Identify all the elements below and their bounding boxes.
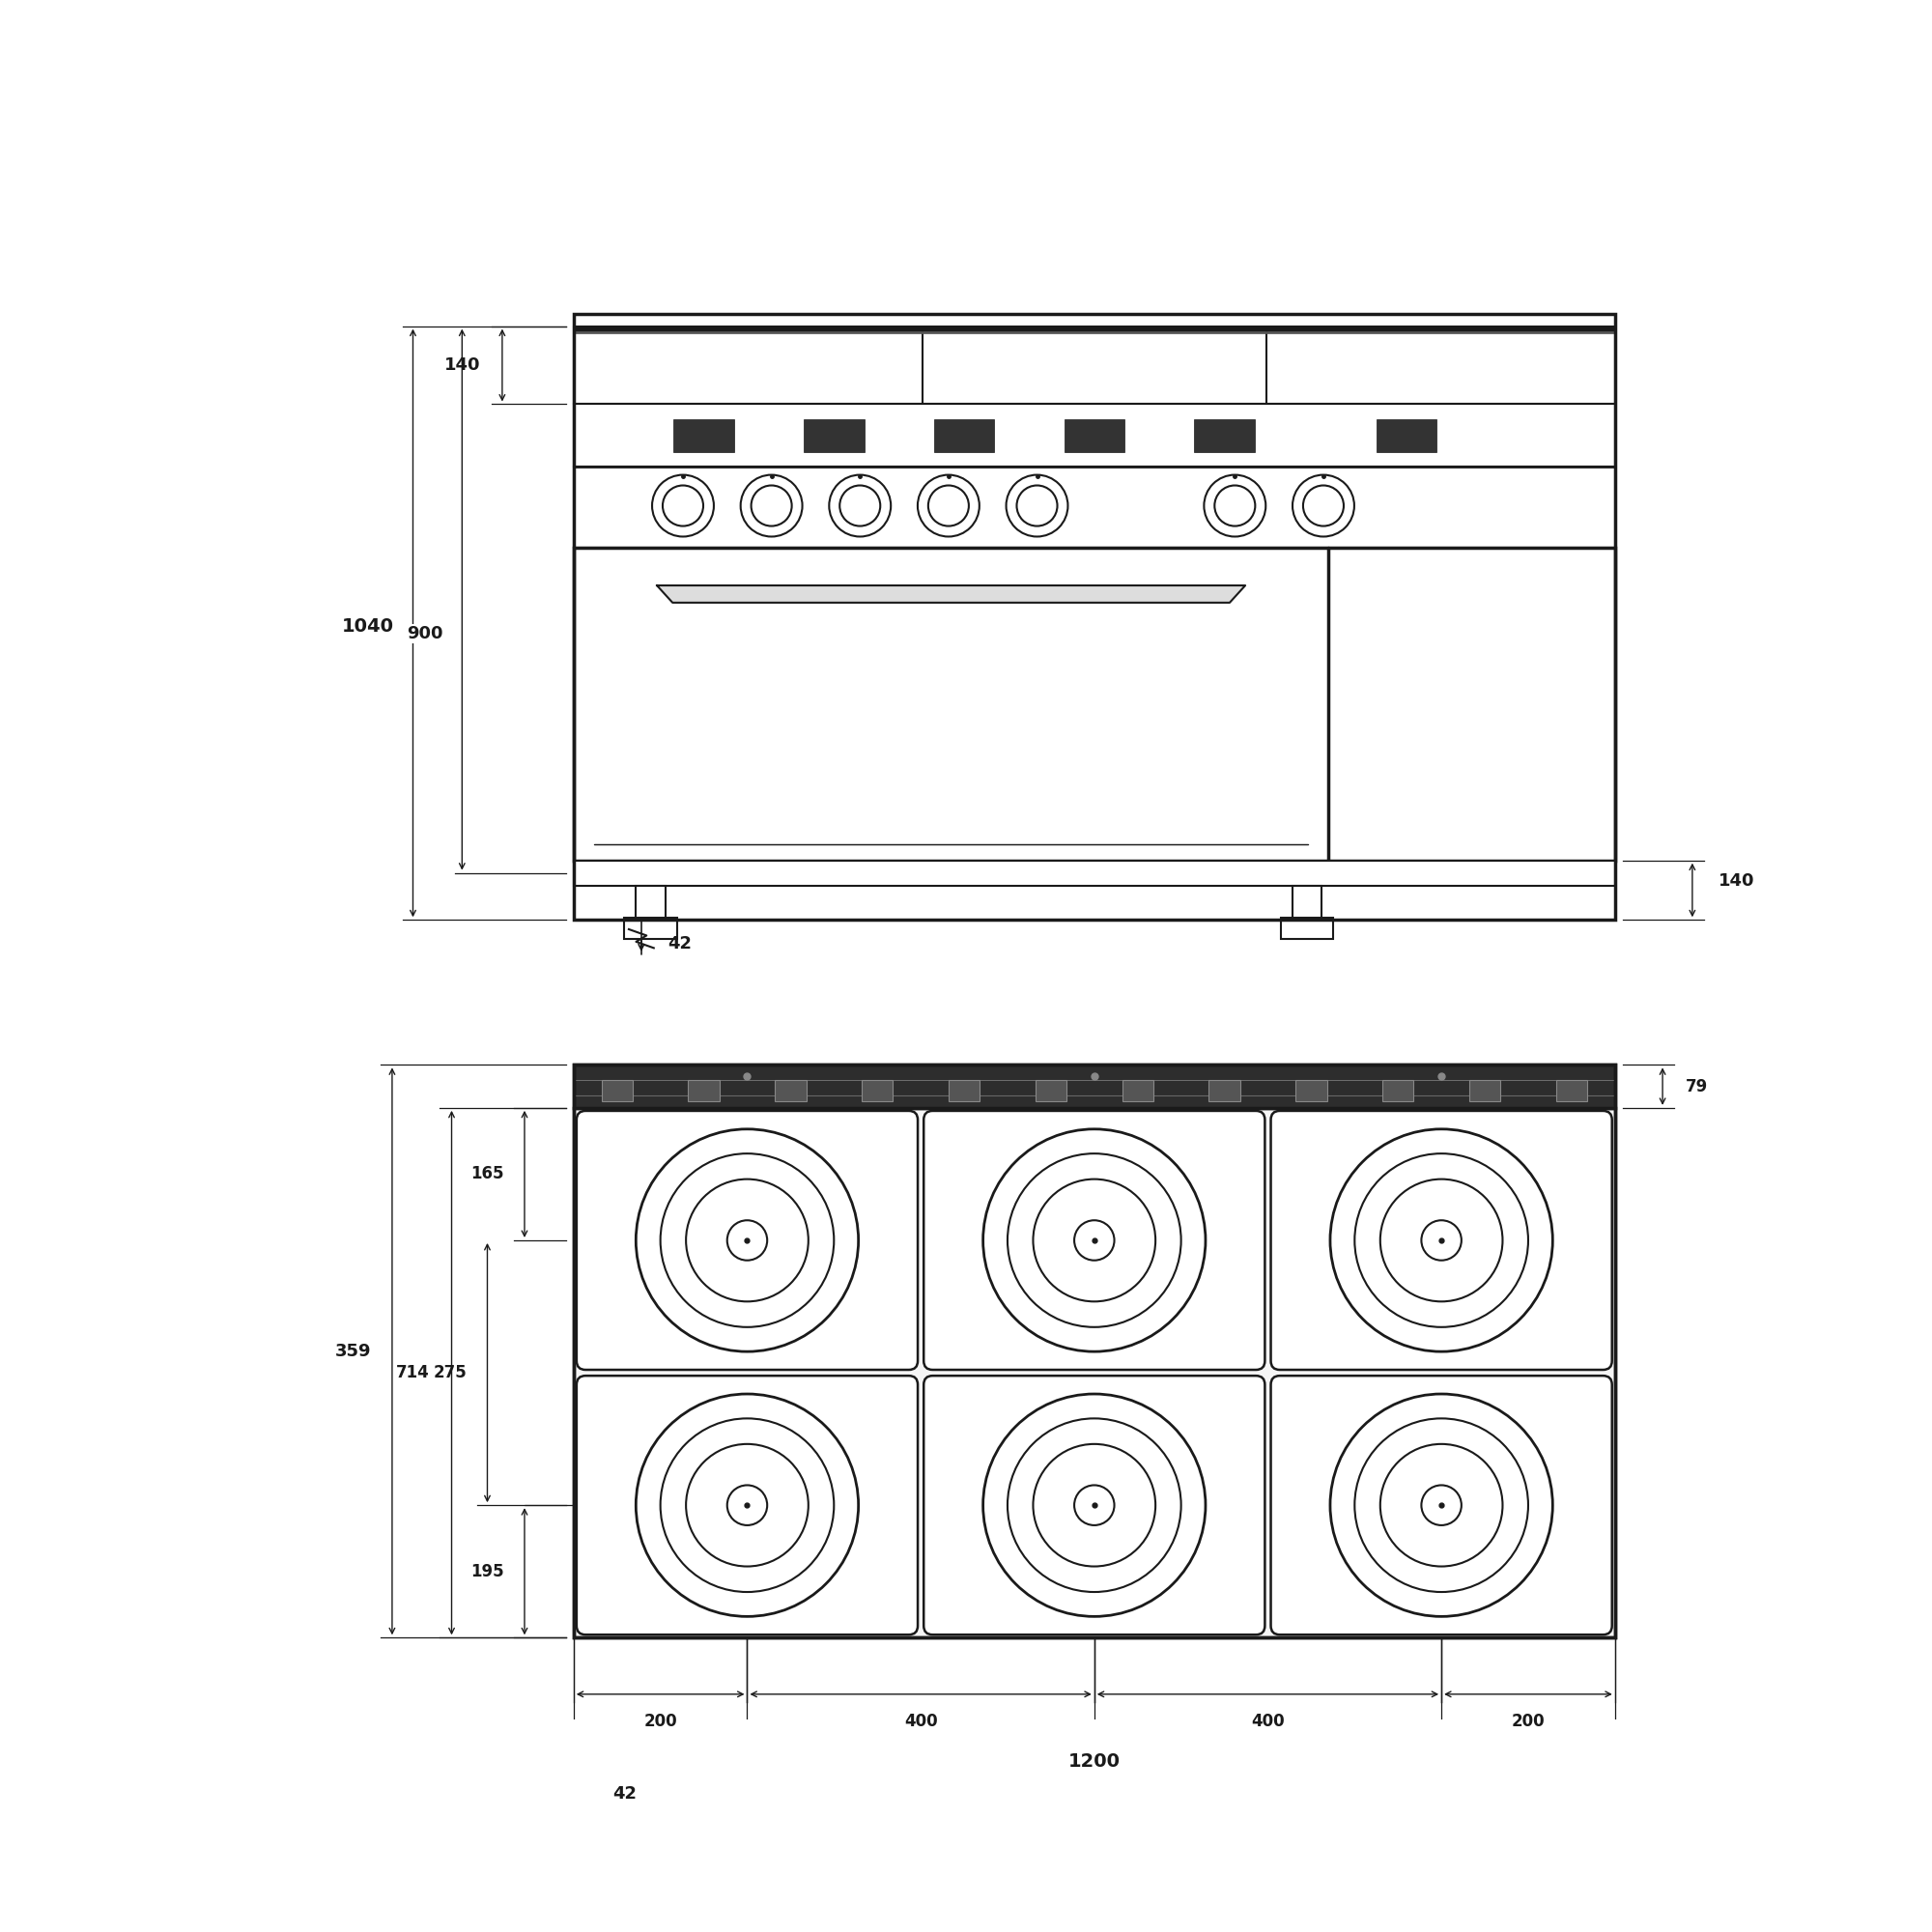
Text: 79: 79 — [1685, 1078, 1708, 1095]
Bar — [688, 1080, 719, 1101]
Circle shape — [663, 485, 703, 526]
Bar — [1036, 1080, 1066, 1101]
FancyBboxPatch shape — [1271, 1111, 1611, 1370]
Text: 400: 400 — [1252, 1712, 1285, 1729]
Bar — [1209, 1080, 1240, 1101]
Bar — [624, 918, 676, 939]
Bar — [1293, 885, 1321, 920]
Bar — [933, 419, 995, 452]
Bar — [1376, 419, 1437, 452]
Text: 1040: 1040 — [342, 616, 394, 636]
Circle shape — [1016, 485, 1057, 526]
Bar — [804, 419, 864, 452]
FancyBboxPatch shape — [1271, 1376, 1611, 1634]
Circle shape — [752, 485, 792, 526]
Bar — [574, 404, 1615, 468]
Bar — [574, 330, 1615, 334]
Bar — [1281, 918, 1333, 939]
Text: 140: 140 — [1719, 873, 1754, 891]
Bar — [775, 1080, 806, 1101]
Text: 900: 900 — [408, 626, 442, 643]
Text: 400: 400 — [904, 1712, 937, 1729]
Circle shape — [1215, 485, 1256, 526]
Text: 42: 42 — [612, 1785, 636, 1803]
Text: 359: 359 — [336, 1343, 371, 1360]
Circle shape — [918, 475, 980, 537]
Circle shape — [653, 475, 713, 537]
Bar — [862, 1080, 893, 1101]
Bar — [574, 1107, 1615, 1638]
Text: 1200: 1200 — [1068, 1752, 1121, 1770]
Circle shape — [740, 475, 802, 537]
Text: 714: 714 — [396, 1364, 429, 1381]
Bar — [574, 549, 1615, 860]
FancyBboxPatch shape — [923, 1376, 1265, 1634]
Circle shape — [1204, 475, 1265, 537]
Text: 140: 140 — [444, 357, 481, 375]
Bar — [1296, 1080, 1327, 1101]
Bar — [574, 327, 1615, 330]
Circle shape — [840, 485, 881, 526]
Bar — [574, 313, 1615, 920]
Bar — [601, 1080, 632, 1101]
Bar — [636, 885, 665, 920]
Bar — [574, 327, 1615, 404]
Bar — [1065, 419, 1124, 452]
Bar — [1194, 419, 1254, 452]
Bar — [574, 1065, 1615, 1638]
FancyBboxPatch shape — [576, 1376, 918, 1634]
Circle shape — [1007, 475, 1068, 537]
Circle shape — [1293, 475, 1354, 537]
Bar — [1468, 1080, 1501, 1101]
Bar — [674, 419, 734, 452]
Bar — [1122, 1080, 1153, 1101]
Bar — [1555, 1080, 1588, 1101]
Text: 200: 200 — [1511, 1712, 1546, 1729]
Bar — [574, 1065, 1615, 1107]
Text: 165: 165 — [471, 1165, 504, 1182]
Circle shape — [1302, 485, 1343, 526]
Circle shape — [829, 475, 891, 537]
Text: 275: 275 — [433, 1364, 468, 1381]
Bar — [574, 860, 1615, 885]
Polygon shape — [657, 585, 1246, 603]
Text: 200: 200 — [643, 1712, 676, 1729]
FancyBboxPatch shape — [576, 1111, 918, 1370]
Bar — [1383, 1080, 1414, 1101]
Bar — [949, 1080, 980, 1101]
FancyBboxPatch shape — [923, 1111, 1265, 1370]
Bar — [574, 468, 1615, 549]
Text: 42: 42 — [667, 935, 692, 952]
Circle shape — [927, 485, 968, 526]
Text: 195: 195 — [471, 1563, 504, 1580]
